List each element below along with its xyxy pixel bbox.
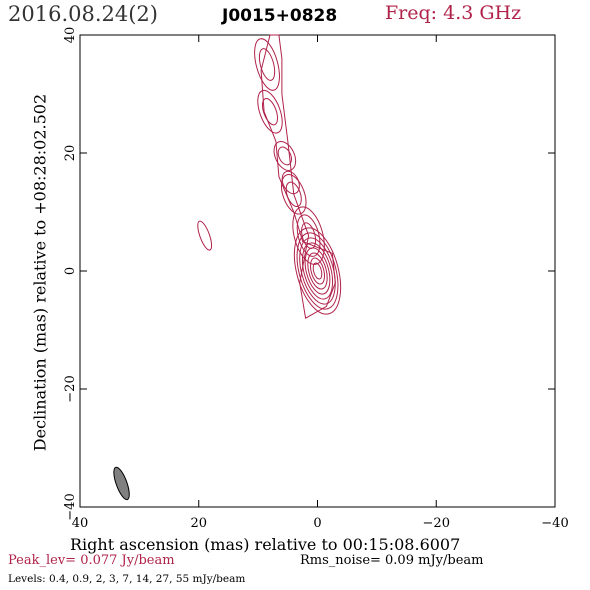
beam-ellipse: [113, 466, 130, 501]
axis-ticks: 40 20 0 −20 −40 −40 −20 0 20 40: [63, 27, 569, 531]
source-name: J0015+0828: [222, 6, 338, 26]
jet-knot-a-contour: [280, 174, 307, 215]
x-tick-label: −20: [423, 516, 450, 531]
x-tick-label: 20: [190, 516, 207, 531]
y-tick-label: 0: [63, 267, 78, 275]
x-tick-label: 0: [313, 516, 321, 531]
inner-knot-contour: [296, 214, 321, 257]
jet-outer-contour: [260, 34, 336, 319]
y-tick-label: −40: [63, 493, 78, 520]
inner-knot-contour: [292, 206, 325, 265]
jet-knot-a-contour: [285, 181, 302, 207]
jet-knot-e-contour: [258, 48, 276, 81]
beam-layer: [113, 466, 130, 501]
plot-frame: [79, 34, 556, 508]
core-contour: [301, 242, 334, 300]
y-tick-label: 40: [63, 27, 78, 44]
x-axis-label: Right ascension (mas) relative to 00:15:…: [70, 535, 461, 554]
observation-date: 2016.08.24(2): [8, 2, 158, 26]
core-contour: [310, 257, 325, 285]
x-tick-label: 40: [72, 516, 89, 531]
jet-knot-e-contour: [254, 38, 280, 91]
jet-knot-d-contour: [257, 89, 283, 134]
jet-knot-d-contour: [261, 98, 279, 126]
core-contour: [293, 227, 342, 315]
y-tick-label: 20: [63, 145, 78, 162]
frequency-label: Freq: 4.3 GHz: [385, 2, 522, 24]
contour-layer: [197, 34, 342, 319]
core-contour: [312, 262, 323, 280]
core-contour: [296, 232, 339, 310]
rms-noise: Rms_noise= 0.09 mJy/beam: [300, 553, 484, 568]
jet-knot-c-contour: [281, 170, 300, 195]
jet-knot-b-contour: [273, 140, 297, 171]
core-contour: [299, 237, 336, 305]
y-axis-label: Declination (mas) relative to +08:28:02.…: [30, 93, 50, 452]
y-tick-label: −20: [63, 375, 78, 402]
x-tick-label: −40: [541, 516, 568, 531]
core-contour: [307, 252, 328, 290]
jet-knot-b-contour: [277, 146, 292, 166]
inner-knot-contour: [301, 222, 317, 249]
isolated-blob-contour: [197, 220, 213, 251]
peak-level: Peak_lev= 0.077 Jy/beam: [8, 553, 175, 568]
contour-levels: Levels: 0.4, 0.9, 2, 3, 7, 14, 27, 55 mJ…: [8, 573, 246, 585]
